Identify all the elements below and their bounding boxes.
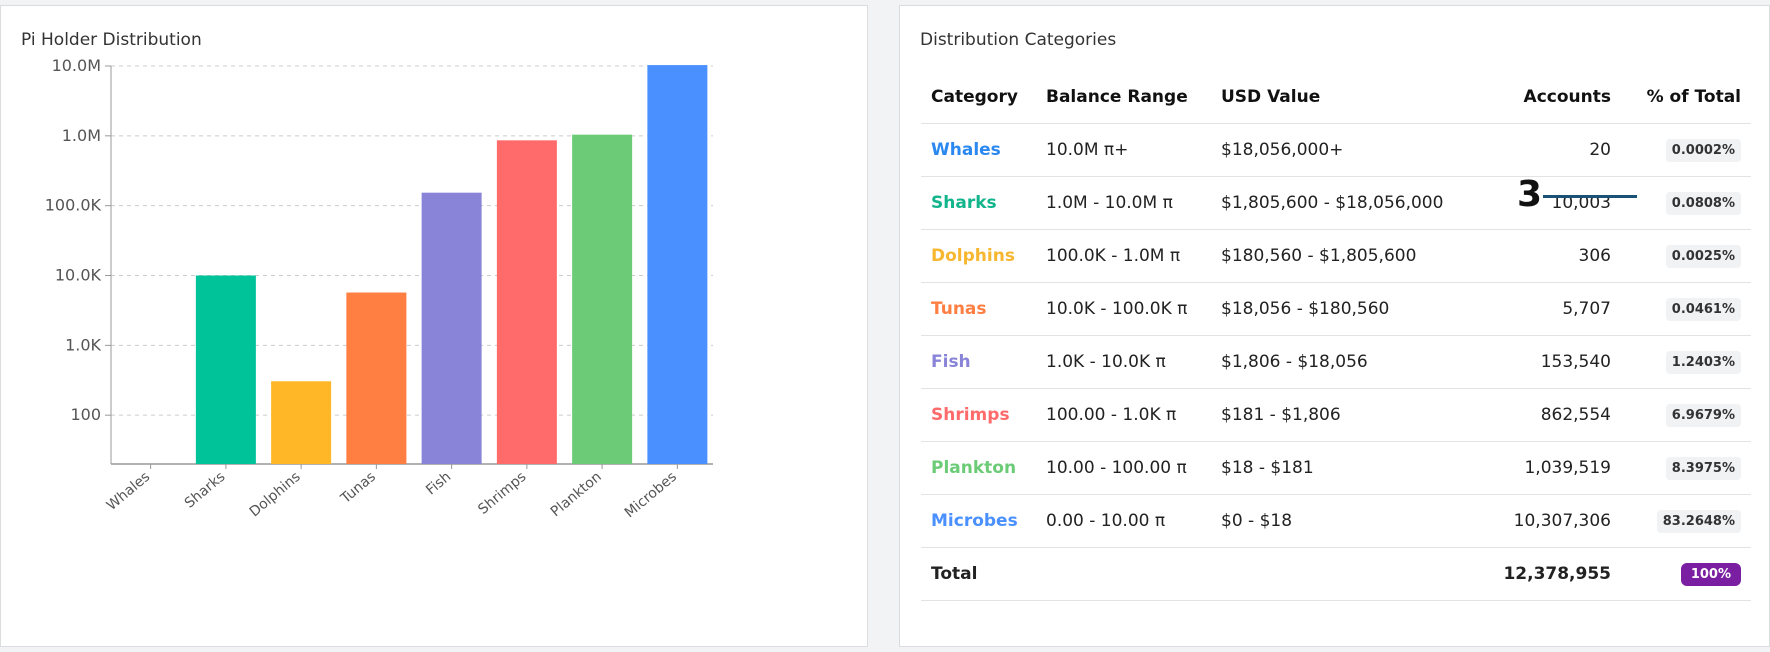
pct-cell: 8.3975% <box>1621 441 1751 495</box>
table-row: Dolphins 100.0K - 1.0M π $180,560 - $1,805… <box>921 229 1751 283</box>
bar-sharks <box>195 275 256 464</box>
pct-badge: 0.0002% <box>1665 138 1741 162</box>
category-cell: Sharks <box>921 176 1036 230</box>
table-row: Shrimps 100.00 - 1.0K π $181 - $1,806 862,5… <box>921 388 1751 442</box>
pct-cell: 0.0002% <box>1621 123 1751 177</box>
usd-value-cell: $180,560 - $1,805,600 <box>1211 229 1461 283</box>
header-accounts: Accounts <box>1461 71 1621 124</box>
balance-range-cell: 10.00 - 100.00 π <box>1036 441 1211 495</box>
pct-badge: 1.2403% <box>1665 350 1741 374</box>
accounts-cell: 10,003 <box>1461 176 1621 230</box>
balance-range-cell: 10.0K - 100.0K π <box>1036 282 1211 336</box>
usd-value-cell: $0 - $18 <box>1211 494 1461 548</box>
y-tick-label: 100.0K <box>45 196 102 215</box>
bar-tunas <box>346 292 407 464</box>
y-tick-label: 10.0M <box>52 56 101 75</box>
table-row: Sharks 1.0M - 10.0M π $1,805,600 - $18,056… <box>921 176 1751 230</box>
x-tick-label: Dolphins <box>247 469 304 521</box>
pct-cell: 1.2403% <box>1621 335 1751 389</box>
header-usd-value: USD Value <box>1211 71 1461 124</box>
total-label: Total <box>921 547 1036 601</box>
header-balance-range: Balance Range <box>1036 71 1211 124</box>
table-row: Fish 1.0K - 10.0K π $1,806 - $18,056 153,54… <box>921 335 1751 389</box>
category-cell: Whales <box>921 123 1036 177</box>
x-tick-label: Fish <box>423 469 454 499</box>
x-tick-label: Plankton <box>548 469 605 520</box>
pct-badge: 0.0808% <box>1665 191 1741 215</box>
pct-cell: 6.9679% <box>1621 388 1751 442</box>
accounts-cell: 306 <box>1461 229 1621 283</box>
total-accounts: 12,378,955 <box>1461 547 1621 601</box>
category-cell: Tunas <box>921 282 1036 336</box>
usd-value-cell: $181 - $1,806 <box>1211 388 1461 442</box>
accounts-cell: 862,554 <box>1461 388 1621 442</box>
annotation-number: 3 <box>1517 174 1543 215</box>
header-pct-total: % of Total <box>1621 71 1751 124</box>
usd-value-cell: $1,806 - $18,056 <box>1211 335 1461 389</box>
header-category: Category <box>921 71 1036 124</box>
pct-badge: 8.3975% <box>1665 456 1741 480</box>
x-tick-label: Tunas <box>337 469 379 508</box>
accounts-cell: 153,540 <box>1461 335 1621 389</box>
x-tick-label: Sharks <box>182 469 229 512</box>
x-tick-label: Whales <box>104 469 153 514</box>
table-header-row: Category Balance Range USD Value Account… <box>921 71 1751 124</box>
annotation-strike-line <box>1543 195 1637 198</box>
pct-cell: 0.0808% <box>1621 176 1751 230</box>
bar-plankton <box>572 134 633 464</box>
total-row: Total 12,378,955 100% <box>921 547 1751 601</box>
holder-distribution-chart: 100 1.0K 10.0K 100.0K 1.0M 10.0M Whales Sharks D… <box>45 56 713 521</box>
table-row: Tunas 10.0K - 100.0K π $18,056 - $180,560 5… <box>921 282 1751 336</box>
categories-table: Category Balance Range USD Value Account… <box>921 71 1751 601</box>
category-cell: Plankton <box>921 441 1036 495</box>
x-tick-label: Shrimps <box>475 469 529 518</box>
balance-range-cell: 10.0M π+ <box>1036 123 1211 177</box>
table-title: Distribution Categories <box>920 30 1117 50</box>
bar-shrimps <box>496 140 557 464</box>
bar-fish <box>421 192 482 464</box>
balance-range-cell: 100.0K - 1.0M π <box>1036 229 1211 283</box>
accounts-cell: 20 <box>1461 123 1621 177</box>
total-pct-badge: 100% <box>1680 562 1741 586</box>
usd-value-cell: $1,805,600 - $18,056,000 <box>1211 176 1461 230</box>
accounts-cell: 1,039,519 <box>1461 441 1621 495</box>
balance-range-cell: 100.00 - 1.0K π <box>1036 388 1211 442</box>
y-tick-label: 1.0K <box>65 335 101 354</box>
category-cell: Dolphins <box>921 229 1036 283</box>
pct-badge: 0.0461% <box>1665 297 1741 321</box>
table-row: Plankton 10.00 - 100.00 π $18 - $181 1,039,… <box>921 441 1751 495</box>
usd-value-cell: $18 - $181 <box>1211 441 1461 495</box>
balance-range-cell: 1.0M - 10.0M π <box>1036 176 1211 230</box>
table-row: Microbes 0.00 - 10.00 π $0 - $18 10,307,306… <box>921 494 1751 548</box>
pct-cell: 83.2648% <box>1621 494 1751 548</box>
pct-cell: 0.0461% <box>1621 282 1751 336</box>
usd-value-cell: $18,056 - $180,560 <box>1211 282 1461 336</box>
category-cell: Shrimps <box>921 388 1036 442</box>
x-tick-label: Microbes <box>622 469 680 521</box>
accounts-cell: 5,707 <box>1461 282 1621 336</box>
y-tick-label: 10.0K <box>55 266 102 285</box>
y-tick-label: 1.0M <box>62 126 101 145</box>
pct-cell: 0.0025% <box>1621 229 1751 283</box>
pct-badge: 6.9679% <box>1665 403 1741 427</box>
y-tick-label: 100 <box>70 405 101 424</box>
distribution-categories-card: Distribution Categories Category Balance… <box>899 5 1770 647</box>
table-row: Whales 10.0M π+ $18,056,000+ 20 0.0002% <box>921 123 1751 177</box>
balance-range-cell: 1.0K - 10.0K π <box>1036 335 1211 389</box>
usd-value-cell: $18,056,000+ <box>1211 123 1461 177</box>
accounts-cell: 10,307,306 <box>1461 494 1621 548</box>
balance-range-cell: 0.00 - 10.00 π <box>1036 494 1211 548</box>
bar-microbes <box>647 65 708 465</box>
bar-dolphins <box>271 381 332 464</box>
pct-badge: 0.0025% <box>1665 244 1741 268</box>
chart-title: Pi Holder Distribution <box>21 30 202 50</box>
holder-distribution-card: Pi Holder Distribution 100 1.0K 10.0K 100.0… <box>0 5 868 647</box>
pct-badge: 83.2648% <box>1656 509 1741 533</box>
category-cell: Microbes <box>921 494 1036 548</box>
category-cell: Fish <box>921 335 1036 389</box>
total-pct-cell: 100% <box>1621 547 1751 601</box>
